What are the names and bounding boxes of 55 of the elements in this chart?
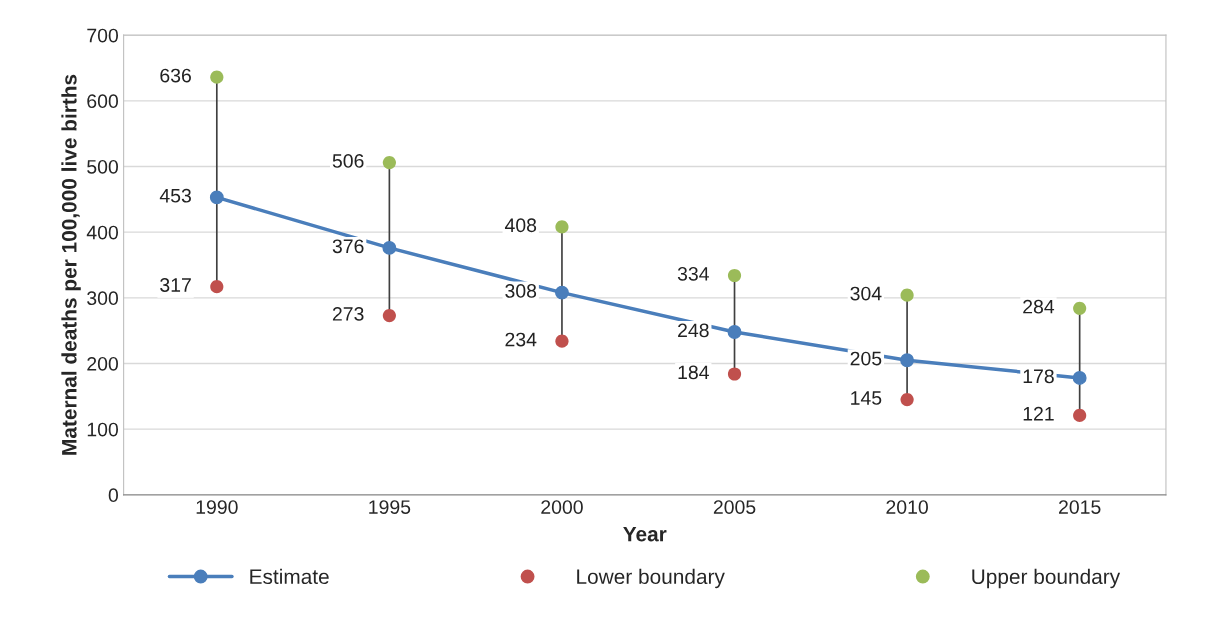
y-tick-label: 500	[87, 159, 119, 174]
point	[900, 353, 915, 368]
point	[209, 190, 224, 205]
data-label: 145	[851, 391, 882, 405]
data-label: 184	[678, 365, 709, 380]
y-tick-label: 600	[87, 94, 119, 109]
data-label: 453	[159, 188, 191, 203]
y-tick-label: 700	[87, 28, 119, 43]
x-tick-label: 2000	[541, 500, 583, 514]
data-label: 408	[504, 218, 537, 233]
x-tick-label: 1995	[369, 500, 411, 514]
x-tick-label: 1990	[196, 500, 238, 514]
x-tick-label: 2015	[1059, 500, 1101, 514]
data-label: 121	[1023, 406, 1054, 421]
y-tick-label: 0	[108, 488, 118, 503]
data-label: 317	[160, 278, 191, 292]
y-axis-title: Maternal deaths per 100,000 live births	[61, 74, 81, 455]
y-tick-label: 100	[87, 422, 119, 437]
data-label: 636	[160, 68, 191, 83]
legend-label: Lower boundary	[577, 568, 725, 589]
data-label: 376	[332, 239, 364, 254]
point	[210, 280, 224, 294]
point	[1072, 371, 1087, 385]
data-label: 273	[332, 307, 364, 321]
y-tick-label: 400	[86, 225, 119, 240]
y-tick-label: 200	[87, 356, 119, 371]
point	[900, 393, 914, 407]
point	[727, 268, 742, 283]
data-label: 178	[1023, 369, 1054, 384]
x-tick-label: 2010	[886, 500, 928, 514]
point	[900, 288, 914, 302]
y-tick-label: 300	[87, 291, 119, 306]
data-label: 506	[332, 154, 364, 168]
legend-label: Upper boundary	[972, 568, 1121, 589]
legend-label: Estimate	[250, 568, 329, 585]
data-label: 205	[850, 351, 882, 366]
point	[555, 220, 569, 234]
x-tick-label: 2005	[713, 500, 756, 514]
point	[1073, 408, 1087, 422]
point	[727, 367, 742, 381]
point	[555, 334, 569, 348]
data-label: 248	[678, 323, 709, 338]
data-label: 284	[1023, 299, 1055, 314]
point	[210, 70, 224, 84]
data-label: 234	[505, 332, 537, 347]
data-label: 304	[850, 286, 882, 301]
point	[555, 285, 569, 300]
point	[382, 240, 397, 255]
data-label: 308	[505, 284, 537, 298]
point	[1073, 301, 1087, 315]
point	[382, 308, 396, 323]
data-label: 334	[677, 266, 709, 281]
point	[727, 325, 742, 339]
x-axis-title: Year	[623, 526, 667, 542]
point	[382, 155, 396, 170]
